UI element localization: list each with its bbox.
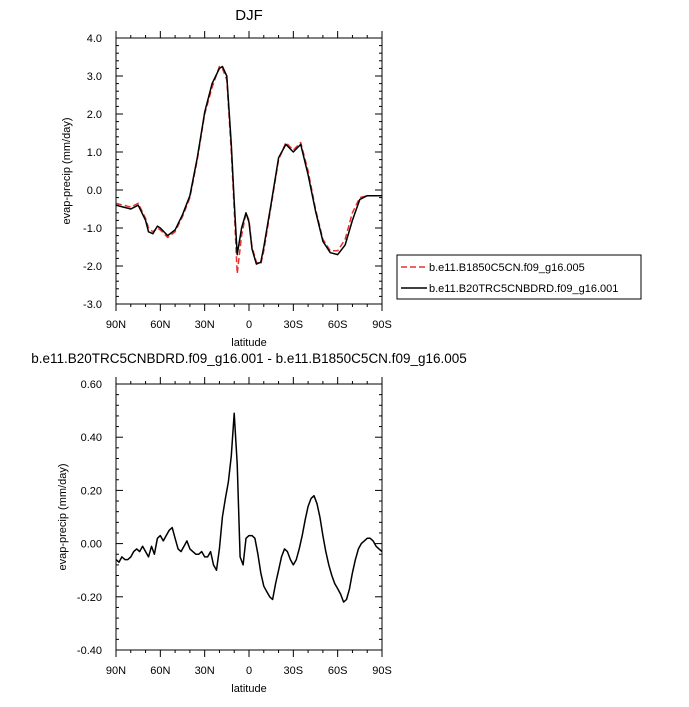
x-tick-label: 90S — [372, 665, 392, 677]
x-tick-label: 0 — [246, 665, 252, 677]
y-tick-label: -3.0 — [83, 299, 102, 311]
y-tick-label: 3.0 — [87, 71, 102, 83]
y-tick-label: 0.20 — [81, 485, 102, 497]
y-tick-label: 2.0 — [87, 109, 102, 121]
series-line-1 — [115, 412, 383, 603]
y-tick-label: 0.00 — [81, 539, 102, 551]
series-line-1 — [115, 65, 382, 275]
y-tick-label: -0.20 — [77, 592, 102, 604]
x-tick-label: 30S — [284, 319, 304, 331]
y-axis-label: evap-precip (mm/day) — [57, 464, 69, 571]
legend-label-2: b.e11.B20TRC5CNBDRD.f09_g16.001 — [429, 283, 618, 295]
y-tick-label: -1.0 — [83, 223, 102, 235]
x-tick-label: 60N — [150, 319, 170, 331]
chart-title: DJF — [235, 7, 263, 24]
plot-frame — [115, 37, 383, 305]
x-tick-label: 90N — [106, 319, 126, 331]
y-tick-label: 0.60 — [81, 379, 102, 391]
y-axis-label: evap-precip (mm/day) — [61, 118, 73, 225]
y-tick-label: -2.0 — [83, 261, 102, 273]
x-tick-label: 30S — [284, 665, 304, 677]
x-tick-label: 60S — [328, 319, 348, 331]
x-tick-label: 30N — [195, 665, 215, 677]
x-tick-label: 0 — [246, 319, 252, 331]
series-line-2 — [115, 65, 382, 265]
x-tick-label: 90S — [372, 319, 392, 331]
x-tick-label: 60N — [150, 665, 170, 677]
legend: b.e11.B1850C5CN.f09_g16.005 b.e11.B20TRC5… — [396, 254, 642, 300]
y-tick-label: 0.40 — [81, 432, 102, 444]
x-tick-label: 90N — [106, 665, 126, 677]
y-tick-label: 1.0 — [87, 147, 102, 159]
plot-frame — [115, 383, 383, 651]
legend-label-1: b.e11.B1850C5CN.f09_g16.005 — [429, 262, 585, 274]
chart-title: b.e11.B20TRC5CNBDRD.f09_g16.001 - b.e11.… — [31, 351, 467, 366]
chart-panel-2: b.e11.B20TRC5CNBDRD.f09_g16.001 - b.e11.… — [31, 351, 467, 695]
legend-box — [396, 254, 642, 300]
chart-panel-1: DJF -3.0 -2.0 -1.0 0.0 1.0 2.0 3.0 4.0 90N 60N 30N 0… — [61, 7, 392, 349]
y-tick-label: 4.0 — [87, 33, 102, 45]
x-tick-label: 60S — [328, 665, 348, 677]
y-tick-label: -0.40 — [77, 645, 102, 657]
x-axis-label: latitude — [231, 683, 266, 695]
x-axis-label: latitude — [231, 337, 266, 349]
y-tick-label: 0.0 — [87, 185, 102, 197]
x-tick-label: 30N — [195, 319, 215, 331]
